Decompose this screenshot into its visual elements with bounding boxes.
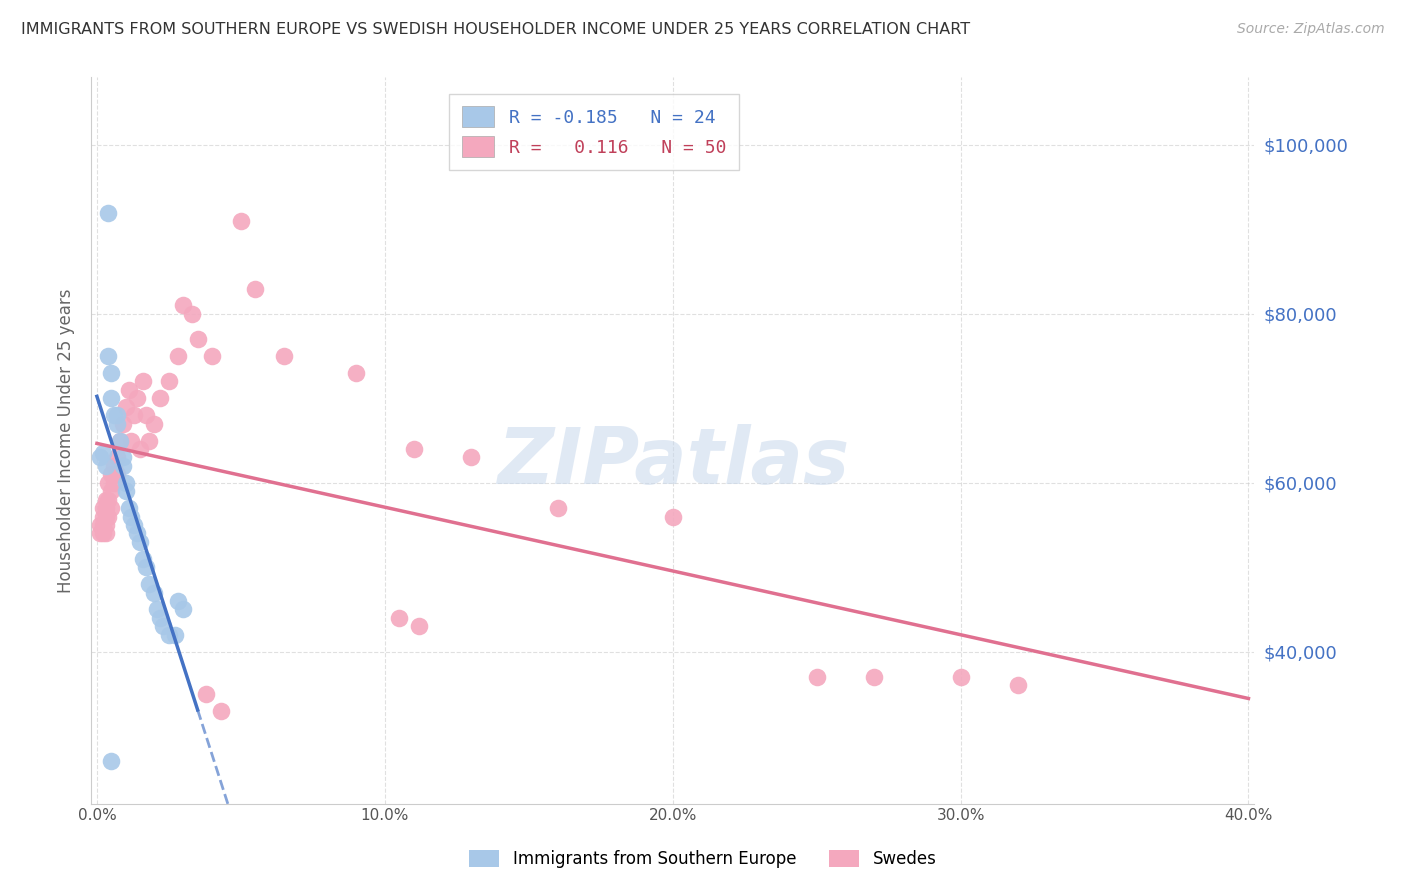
Point — [105, 467, 128, 482]
Point — [209, 704, 232, 718]
Point — [187, 332, 209, 346]
Text: IMMIGRANTS FROM SOUTHERN EUROPE VS SWEDISH HOUSEHOLDER INCOME UNDER 25 YEARS COR: IMMIGRANTS FROM SOUTHERN EUROPE VS SWEDI… — [21, 22, 970, 37]
Point — [108, 434, 131, 448]
Point — [245, 281, 267, 295]
Point — [111, 450, 134, 465]
Point — [97, 492, 120, 507]
Point — [117, 383, 139, 397]
Point — [94, 509, 117, 524]
Point — [661, 509, 683, 524]
Point — [547, 501, 569, 516]
Point — [408, 619, 430, 633]
Point — [152, 619, 174, 633]
Point — [138, 577, 160, 591]
Point — [97, 475, 120, 490]
Point — [143, 585, 166, 599]
Point — [172, 602, 194, 616]
Point — [273, 349, 295, 363]
Point — [166, 594, 188, 608]
Point — [100, 467, 122, 482]
Point — [863, 670, 886, 684]
Point — [100, 392, 122, 406]
Point — [94, 492, 117, 507]
Point — [166, 349, 188, 363]
Text: ZIPatlas: ZIPatlas — [496, 425, 849, 500]
Point — [143, 417, 166, 431]
Legend: Immigrants from Southern Europe, Swedes: Immigrants from Southern Europe, Swedes — [463, 843, 943, 875]
Point — [114, 400, 136, 414]
Point — [120, 434, 142, 448]
Point — [132, 551, 155, 566]
Point — [149, 611, 172, 625]
Point — [103, 408, 125, 422]
Point — [138, 434, 160, 448]
Point — [103, 458, 125, 473]
Point — [1007, 678, 1029, 692]
Point — [180, 307, 202, 321]
Point — [201, 349, 224, 363]
Point — [124, 408, 146, 422]
Point — [949, 670, 972, 684]
Point — [91, 446, 114, 460]
Point — [163, 628, 186, 642]
Point — [229, 214, 252, 228]
Point — [114, 484, 136, 499]
Point — [91, 526, 114, 541]
Point — [120, 509, 142, 524]
Point — [111, 458, 134, 473]
Point — [100, 501, 122, 516]
Point — [94, 501, 117, 516]
Point — [135, 560, 157, 574]
Point — [97, 205, 120, 219]
Point — [89, 518, 111, 533]
Legend: R = -0.185   N = 24, R =   0.116   N = 50: R = -0.185 N = 24, R = 0.116 N = 50 — [449, 94, 738, 169]
Point — [94, 458, 117, 473]
Point — [157, 375, 180, 389]
Point — [94, 518, 117, 533]
Point — [149, 392, 172, 406]
Point — [135, 408, 157, 422]
Point — [127, 392, 149, 406]
Point — [97, 349, 120, 363]
Point — [146, 602, 169, 616]
Point — [108, 434, 131, 448]
Point — [460, 450, 482, 465]
Point — [129, 442, 152, 456]
Text: Source: ZipAtlas.com: Source: ZipAtlas.com — [1237, 22, 1385, 37]
Point — [129, 534, 152, 549]
Point — [117, 501, 139, 516]
Point — [388, 611, 411, 625]
Point — [195, 687, 218, 701]
Point — [172, 298, 194, 312]
Point — [100, 755, 122, 769]
Point — [105, 417, 128, 431]
Point — [806, 670, 828, 684]
Point — [402, 442, 425, 456]
Point — [100, 366, 122, 380]
Point — [100, 484, 122, 499]
Point — [89, 450, 111, 465]
Point — [94, 526, 117, 541]
Point — [105, 450, 128, 465]
Point — [89, 526, 111, 541]
Point — [91, 509, 114, 524]
Point — [111, 417, 134, 431]
Point — [132, 375, 155, 389]
Point — [157, 628, 180, 642]
Point — [97, 509, 120, 524]
Point — [91, 518, 114, 533]
Point — [91, 501, 114, 516]
Point — [105, 408, 128, 422]
Point — [103, 475, 125, 490]
Point — [124, 518, 146, 533]
Y-axis label: Householder Income Under 25 years: Householder Income Under 25 years — [58, 288, 75, 593]
Point — [344, 366, 367, 380]
Point — [127, 526, 149, 541]
Point — [114, 475, 136, 490]
